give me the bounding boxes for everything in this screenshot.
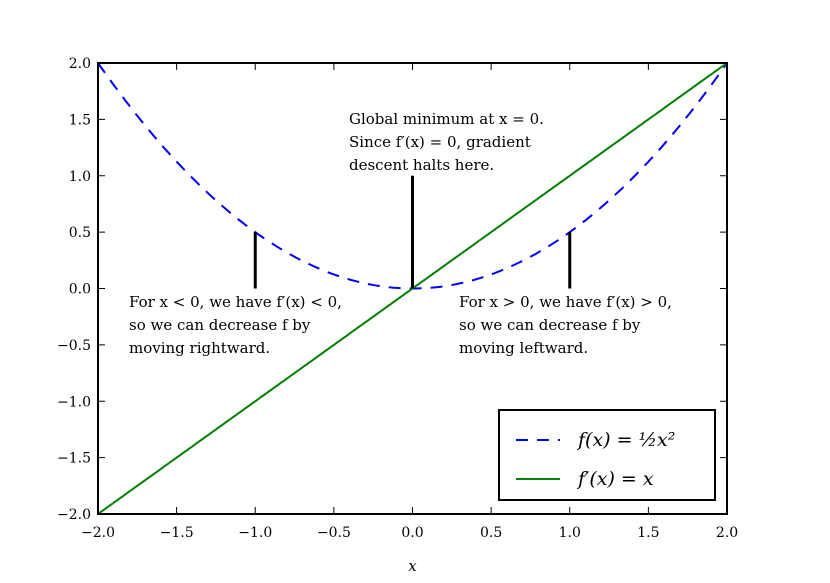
legend-box xyxy=(498,409,716,501)
y-tick-label: 2.0 xyxy=(69,56,91,72)
x-tick-label: 1.0 xyxy=(559,525,581,541)
annotation-text-0: descent halts here. xyxy=(349,156,494,174)
y-tick-label: 0.5 xyxy=(69,225,91,241)
x-tick-label: 0.5 xyxy=(480,525,502,541)
y-tick-label: −1.0 xyxy=(57,394,91,410)
x-tick-label: 0.0 xyxy=(401,525,423,541)
y-tick-label: 1.5 xyxy=(69,112,91,128)
y-tick-label: −0.5 xyxy=(57,338,91,354)
annotation-text-0: Global minimum at x = 0. xyxy=(349,110,544,128)
x-tick-label: −0.5 xyxy=(317,525,351,541)
legend-label-0: f(x) = ½x² xyxy=(576,429,675,451)
x-tick-label: 2.0 xyxy=(716,525,738,541)
x-tick-label: −1.0 xyxy=(238,525,272,541)
annotation-text-0: Since f′(x) = 0, gradient xyxy=(349,133,531,151)
annotation-text-1: so we can decrease f by xyxy=(129,316,311,334)
x-tick-label: 1.5 xyxy=(637,525,659,541)
annotation-text-2: For x > 0, we have f′(x) > 0, xyxy=(459,293,672,311)
y-tick-label: 1.0 xyxy=(69,169,91,185)
annotation-text-2: moving leftward. xyxy=(459,339,588,357)
annotation-text-1: moving rightward. xyxy=(129,339,270,357)
y-tick-label: −1.5 xyxy=(57,451,91,467)
annotation-text-2: so we can decrease f by xyxy=(459,316,641,334)
annotation-text-1: For x < 0, we have f′(x) < 0, xyxy=(129,293,342,311)
y-tick-label: 0.0 xyxy=(69,282,91,298)
legend-label-1: f′(x) = x xyxy=(576,468,654,490)
x-tick-label: −1.5 xyxy=(160,525,194,541)
x-axis-label: x xyxy=(408,557,417,575)
y-tick-label: −2.0 xyxy=(57,507,91,523)
x-tick-label: −2.0 xyxy=(81,525,115,541)
